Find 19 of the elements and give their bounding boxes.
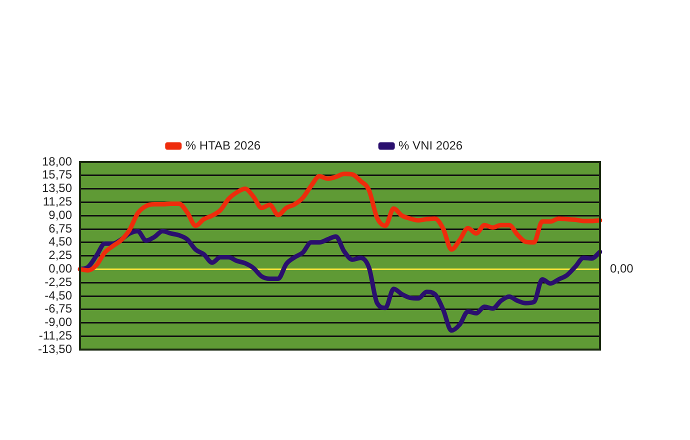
y-tick-label: -9,00 [44, 315, 72, 330]
y-tick-label: 2,25 [48, 248, 72, 262]
y-tick-label: -11,25 [38, 328, 72, 343]
ref-line-label: 0,00 [610, 262, 634, 276]
y-tick-label: 6,75 [48, 221, 72, 236]
y-tick-label: 18,00 [42, 154, 72, 168]
y-tick-label: 13,50 [42, 181, 72, 196]
y-tick-label: 9,00 [48, 208, 72, 222]
legend-label: % HTAB 2026 [185, 138, 261, 152]
y-tick-label: -4,50 [44, 288, 72, 302]
y-tick-label: 4,50 [48, 234, 72, 249]
y-tick-label: 11,25 [42, 194, 72, 209]
line-series [78, 172, 602, 273]
y-tick-label: 15,75 [42, 168, 72, 182]
y-tick-label: -13,50 [38, 342, 72, 356]
legend-label: % VNI 2026 [398, 138, 463, 152]
y-tick-label: 0,00 [48, 262, 72, 276]
y-tick-label: -6,75 [44, 302, 72, 316]
y-tick-label: -2,25 [44, 274, 72, 289]
